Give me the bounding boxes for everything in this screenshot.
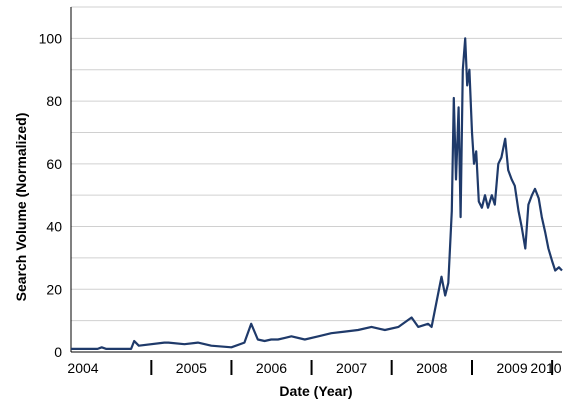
axes bbox=[71, 7, 562, 375]
y-tick-label: 80 bbox=[46, 93, 62, 109]
x-tick-label: 2004 bbox=[67, 360, 98, 376]
y-tick-label: 0 bbox=[54, 344, 62, 360]
x-tick-label: 2009 bbox=[496, 360, 527, 376]
y-tick-label: 100 bbox=[39, 30, 63, 46]
grid bbox=[71, 7, 562, 321]
y-tick-label: 20 bbox=[46, 281, 62, 297]
x-tick-label: 2008 bbox=[416, 360, 447, 376]
y-tick-label: 60 bbox=[46, 156, 62, 172]
x-tick-label: 2010 bbox=[530, 360, 561, 376]
x-tick-label: 2006 bbox=[256, 360, 287, 376]
y-axis-label: Search Volume (Normalized) bbox=[13, 113, 29, 302]
y-tick-labels: 0 20 40 60 80 100 bbox=[39, 30, 63, 360]
series-line bbox=[71, 38, 562, 349]
series bbox=[71, 38, 562, 349]
x-tick-label: 2007 bbox=[336, 360, 367, 376]
x-axis-label: Date (Year) bbox=[279, 383, 352, 399]
x-tick-label: 2005 bbox=[176, 360, 207, 376]
y-tick-label: 40 bbox=[46, 219, 62, 235]
x-tick-labels: 2004 2005 2006 2007 2008 2009 2010 bbox=[67, 360, 561, 376]
